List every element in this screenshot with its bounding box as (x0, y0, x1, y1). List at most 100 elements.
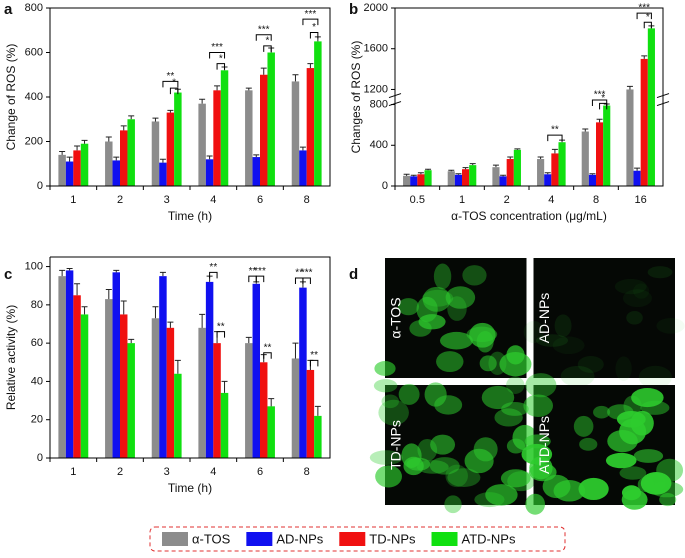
significance-bracket (162, 80, 179, 88)
bar (647, 28, 655, 187)
error-bar (462, 167, 469, 170)
bar (640, 58, 648, 187)
bar (462, 169, 470, 186)
y-tick-label: 20 (31, 414, 43, 426)
cell (640, 400, 670, 415)
cell (621, 489, 648, 510)
error-bar (221, 380, 228, 393)
significance-bracket (248, 275, 257, 283)
error-bar (292, 342, 299, 359)
error-bar (81, 306, 88, 315)
bar (252, 157, 260, 186)
bar (260, 362, 268, 458)
cell (631, 388, 664, 408)
bar (299, 150, 307, 186)
bar (220, 392, 229, 458)
significance-label: *** (254, 266, 266, 277)
cell (447, 296, 467, 321)
panel-label: a (4, 1, 13, 18)
significance-label: *** (305, 9, 317, 20)
x-axis-title: α-TOS concentration (μg/mL) (451, 209, 607, 223)
error-bar (199, 313, 206, 328)
significance-label: *** (211, 42, 223, 53)
bar (73, 295, 81, 458)
bar (105, 141, 113, 186)
x-axis-title: Time (h) (168, 209, 212, 223)
error-bar (206, 155, 213, 160)
cell (605, 452, 637, 469)
bar (166, 327, 175, 458)
cell (622, 289, 653, 308)
cell (401, 443, 422, 468)
bar (127, 119, 135, 186)
x-tick-label: 0.5 (410, 194, 425, 206)
significance-bracket (599, 102, 608, 110)
significance-label: *** (594, 90, 606, 101)
cell (577, 355, 604, 373)
error-bar (596, 118, 603, 123)
image-label: TD-NPs (388, 420, 404, 470)
error-bar (174, 359, 181, 374)
y-tick-label: 600 (25, 46, 43, 58)
cell (647, 266, 673, 279)
bar (198, 327, 206, 458)
micrograph (533, 258, 675, 378)
bar (65, 161, 74, 186)
cell (374, 361, 396, 376)
cell (485, 484, 518, 506)
bar (159, 162, 167, 186)
cell (525, 493, 545, 515)
significance-bracket (169, 87, 179, 95)
bar (245, 90, 253, 186)
error-bar (544, 172, 551, 175)
x-axis-title: Time (h) (168, 481, 212, 495)
error-bar (120, 300, 127, 315)
significance-label: ** (310, 350, 318, 361)
x-tick-label: 2 (117, 466, 123, 478)
cell (638, 365, 672, 389)
error-bar (159, 271, 166, 277)
axis-frame (49, 256, 331, 459)
error-bar (448, 169, 455, 172)
bar (588, 174, 596, 186)
bar (58, 154, 66, 186)
significance-label: *** (301, 268, 313, 279)
bar (626, 89, 634, 186)
bar (205, 281, 214, 458)
cell (479, 355, 497, 372)
legend-swatch (431, 532, 458, 546)
bar (112, 272, 120, 458)
significance-label: ** (264, 342, 272, 353)
bar (454, 174, 462, 186)
significance-bracket (294, 277, 304, 285)
error-bar (292, 74, 299, 82)
significance-label: ** (295, 268, 303, 279)
bar (151, 121, 160, 186)
error-bar (59, 151, 66, 155)
bar (120, 130, 128, 186)
error-bar (74, 145, 81, 151)
y-axis-title: Changes of ROS (%) (349, 41, 363, 154)
legend-label: ATD-NPs (462, 531, 516, 546)
error-bar (500, 174, 507, 177)
significance-label: *** (638, 3, 650, 14)
significance-bracket (643, 21, 652, 29)
error-bar (403, 173, 410, 176)
axis-frame (394, 7, 664, 187)
bar (469, 165, 477, 186)
significance-label: *** (258, 24, 270, 35)
significance-label: ** (249, 266, 257, 277)
bar (291, 358, 300, 458)
bar (410, 176, 418, 186)
bar (166, 112, 175, 186)
significance-label: * (172, 78, 176, 89)
bar (245, 343, 253, 458)
error-bar (582, 128, 589, 132)
significance-label: ** (167, 71, 175, 82)
cell (433, 263, 452, 290)
cell (429, 457, 460, 475)
significance-label: ** (551, 125, 559, 136)
y-tick-label: 100 (25, 260, 43, 272)
